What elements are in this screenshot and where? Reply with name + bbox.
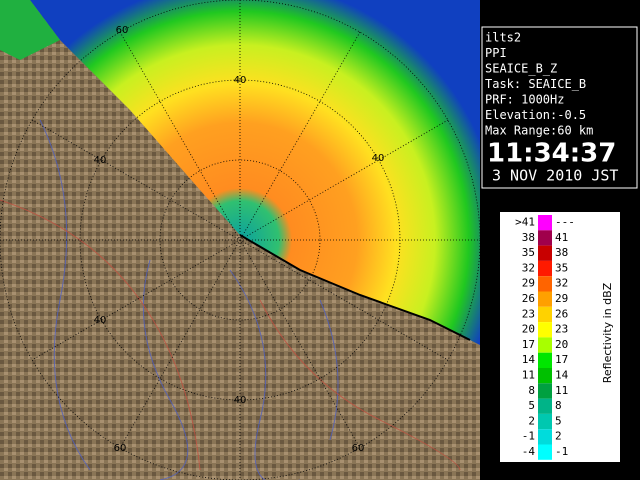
legend-title: Reflectivity in dBZ — [601, 282, 614, 383]
date: 3 NOV 2010 JST — [492, 167, 618, 185]
range-label: 60 — [352, 443, 365, 454]
legend-swatch — [538, 444, 552, 460]
info-line: SEAICE_B_Z — [485, 62, 557, 76]
time: 11:34:37 — [487, 139, 616, 169]
legend-swatch — [538, 383, 552, 399]
legend-high: 20 — [555, 338, 568, 351]
legend-swatch — [538, 306, 552, 323]
legend-swatch — [538, 215, 552, 231]
legend-high: 14 — [555, 369, 569, 382]
info-line: PRF: 1000Hz — [485, 93, 564, 107]
info-frame — [481, 26, 638, 189]
legend-high: 26 — [555, 307, 568, 320]
legend-swatch — [538, 230, 552, 246]
range-label: 40 — [94, 155, 107, 166]
legend-low: >41 — [515, 216, 535, 229]
legend-low: 14 — [522, 353, 536, 366]
legend-low: 2 — [528, 414, 535, 427]
legend-low: 8 — [528, 384, 535, 397]
radar-image: 60 40 40 40 40 40 60 60 — [0, 0, 480, 480]
legend-high: 17 — [555, 353, 568, 366]
legend-low: 5 — [528, 399, 535, 412]
legend-swatch — [538, 398, 552, 414]
legend-high: 11 — [555, 384, 568, 397]
legend-low: 20 — [522, 323, 535, 336]
legend-low: 11 — [522, 369, 535, 382]
legend-box — [500, 212, 620, 462]
range-label: 40 — [372, 153, 385, 164]
legend-swatch — [538, 368, 552, 384]
legend-swatch — [538, 276, 552, 292]
legend-low: 29 — [522, 277, 535, 290]
legend-low: 23 — [522, 307, 535, 320]
legend-high: 38 — [555, 246, 568, 259]
legend-high: --- — [555, 216, 575, 229]
range-label: 60 — [114, 443, 127, 454]
info-line: Task: SEAICE_B — [485, 77, 586, 91]
legend-low: -1 — [522, 430, 535, 443]
legend-high: 35 — [555, 261, 568, 274]
legend-swatch — [538, 352, 552, 368]
info-line: ilts2 — [485, 31, 521, 45]
legend-high: 5 — [555, 414, 562, 427]
legend-high: 32 — [555, 277, 568, 290]
range-label: 40 — [234, 75, 247, 86]
legend-high: 29 — [555, 292, 568, 305]
range-label: 40 — [234, 395, 247, 406]
legend-high: 23 — [555, 323, 568, 336]
legend-swatch — [538, 291, 552, 307]
legend-swatch — [538, 413, 552, 430]
info-line: Elevation:-0.5 — [485, 108, 586, 122]
legend-low: 26 — [522, 292, 535, 305]
range-label: 40 — [94, 315, 107, 326]
legend-low: -4 — [522, 445, 536, 458]
legend-low: 35 — [522, 246, 535, 259]
info-line: PPI — [485, 46, 507, 60]
legend-high: 8 — [555, 399, 562, 412]
legend-swatch — [538, 245, 552, 261]
legend-high: -1 — [555, 445, 568, 458]
info-line: Max Range:60 km — [485, 124, 593, 138]
legend-swatch — [538, 429, 552, 445]
legend-high: 2 — [555, 430, 562, 443]
legend-swatch — [538, 337, 552, 353]
legend-low: 38 — [522, 231, 535, 244]
legend-swatch — [538, 260, 552, 277]
legend-low: 17 — [522, 338, 535, 351]
range-label: 60 — [116, 25, 129, 36]
legend-high: 41 — [555, 231, 568, 244]
legend-low: 32 — [522, 261, 535, 274]
legend-swatch — [538, 322, 552, 338]
